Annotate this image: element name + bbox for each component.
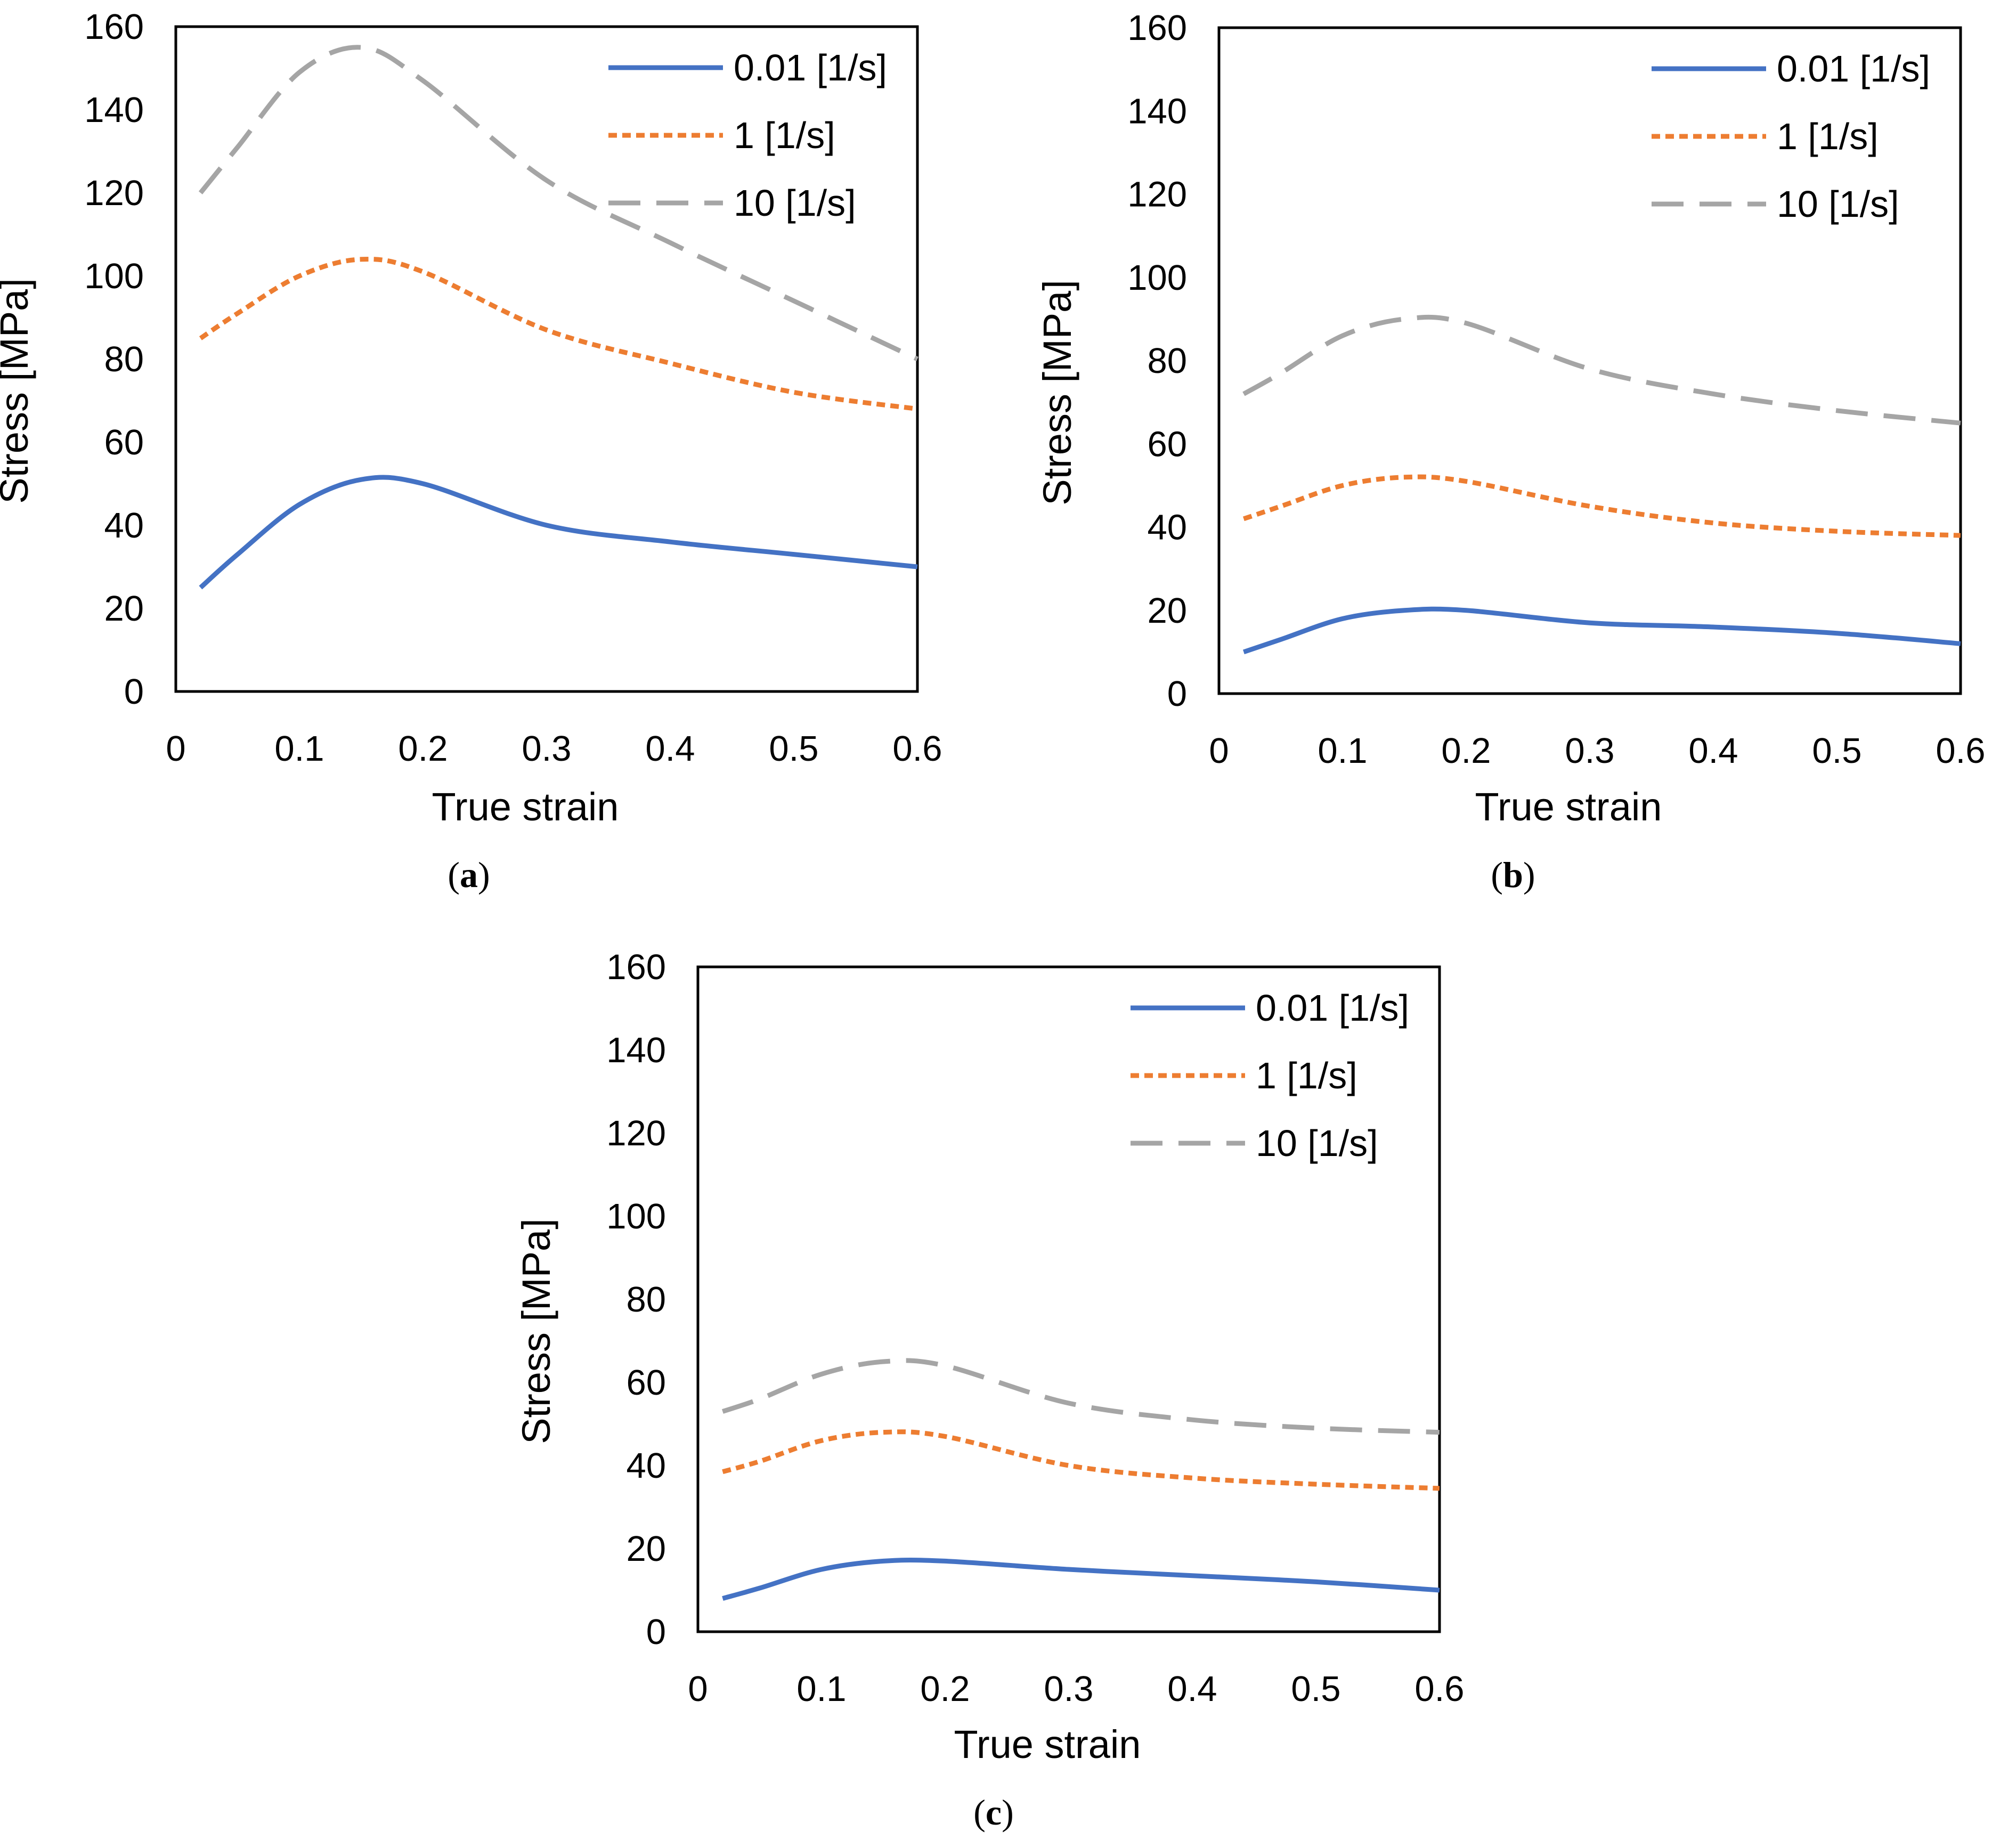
y-tick-label: 120 xyxy=(1127,175,1187,215)
x-tick-label: 0.5 xyxy=(769,729,818,769)
series-line-rate-10 xyxy=(198,45,918,362)
x-tick-label: 0.3 xyxy=(522,729,571,769)
y-tick-label: 60 xyxy=(626,1363,666,1403)
y-tick-label: 40 xyxy=(104,506,144,546)
series-line-rate-1 xyxy=(1242,474,1961,538)
y-tick-label: 160 xyxy=(84,7,144,47)
y-tick-label: 40 xyxy=(1147,508,1187,548)
y-tick-label: 140 xyxy=(606,1030,666,1070)
y-axis-title: Stress [MPa] xyxy=(1035,280,1079,506)
y-tick-label: 0 xyxy=(646,1612,666,1652)
panel-label: (b) xyxy=(1491,854,1535,895)
y-tick-label: 100 xyxy=(606,1196,666,1236)
x-tick-label: 0.1 xyxy=(1318,731,1367,771)
series-line-rate-001 xyxy=(1242,606,1961,655)
series-line-rate-1 xyxy=(722,1429,1440,1491)
y-tick-label: 160 xyxy=(606,947,666,987)
chart-panel-b: 0 20 40 60 80 100 120 140 160 0 0.1 0.2 0.3 0.4 0.5 0.6… xyxy=(1035,8,1986,895)
plot-area-frame xyxy=(1217,26,1962,695)
x-tick-label: 0.2 xyxy=(398,729,448,769)
x-tick-label: 0.6 xyxy=(1936,731,1985,771)
series-line-rate-1 xyxy=(199,257,918,412)
y-tick-label: 80 xyxy=(1147,341,1187,381)
y-tick-label: 60 xyxy=(104,422,144,462)
y-tick-label: 160 xyxy=(1127,8,1187,48)
x-tick-label: 0.4 xyxy=(1167,1669,1217,1709)
x-tick-label: 0.4 xyxy=(1688,731,1738,771)
y-tick-label: 120 xyxy=(84,173,144,213)
x-axis-title: True strain xyxy=(432,785,619,829)
y-tick-label: 20 xyxy=(626,1529,666,1569)
y-tick-label: 140 xyxy=(1127,91,1187,131)
x-tick-label: 0.6 xyxy=(1414,1669,1464,1709)
y-axis-title: Stress [MPa] xyxy=(514,1218,558,1444)
x-tick-label: 0.5 xyxy=(1812,731,1861,771)
series-line-rate-10 xyxy=(721,1358,1440,1435)
x-tick-label: 0.1 xyxy=(796,1669,846,1709)
legend-label-rate-10: 10 [1/s] xyxy=(1777,183,1899,225)
y-axis-title: Stress [MPa] xyxy=(0,278,36,504)
legend-label-rate-001: 0.01 [1/s] xyxy=(734,47,887,88)
y-tick-label: 20 xyxy=(1147,591,1187,631)
x-axis-title: True strain xyxy=(1475,785,1662,829)
x-tick-label: 0.6 xyxy=(892,729,942,769)
y-tick-label: 80 xyxy=(626,1280,666,1320)
legend-label-rate-10: 10 [1/s] xyxy=(1256,1122,1378,1164)
legend-label-rate-001: 0.01 [1/s] xyxy=(1777,48,1930,89)
y-tick-label: 100 xyxy=(84,256,144,296)
x-tick-label: 0.1 xyxy=(274,729,324,769)
y-tick-label: 80 xyxy=(104,339,144,379)
x-axis-title: True strain xyxy=(954,1722,1141,1766)
legend-label-rate-1: 1 [1/s] xyxy=(734,115,835,156)
x-tick-label: 0.2 xyxy=(920,1669,970,1709)
y-tick-label: 120 xyxy=(606,1113,666,1153)
x-tick-label: 0.5 xyxy=(1291,1669,1340,1709)
legend-label-rate-1: 1 [1/s] xyxy=(1256,1055,1357,1096)
y-tick-label: 140 xyxy=(84,90,144,130)
x-tick-label: 0 xyxy=(166,729,185,769)
chart-panel-a: 0 20 40 60 80 100 120 140 160 0 0.1 0.2 0.3 0.4 0.5 0.6… xyxy=(0,7,942,895)
series-line-rate-001 xyxy=(722,1557,1440,1601)
legend-label-rate-1: 1 [1/s] xyxy=(1777,116,1879,157)
x-tick-label: 0 xyxy=(1209,731,1229,771)
y-tick-label: 0 xyxy=(124,672,144,712)
x-tick-label: 0.3 xyxy=(1565,731,1614,771)
series-line-rate-001 xyxy=(199,475,918,590)
x-tick-label: 0 xyxy=(688,1669,708,1709)
plot-area-frame xyxy=(696,965,1441,1633)
y-tick-label: 40 xyxy=(626,1446,666,1486)
panel-label: (a) xyxy=(448,854,490,895)
series-line-rate-10 xyxy=(1242,314,1961,426)
legend-label-rate-10: 10 [1/s] xyxy=(734,182,856,224)
y-tick-label: 0 xyxy=(1167,674,1187,714)
y-tick-label: 100 xyxy=(1127,258,1187,298)
x-tick-label: 0.2 xyxy=(1441,731,1491,771)
chart-panel-c: 0 20 40 60 80 100 120 140 160 0 0.1 0.2 0.3 0.4 0.5 0.6… xyxy=(514,947,1465,1833)
x-tick-label: 0.3 xyxy=(1044,1669,1093,1709)
legend-label-rate-001: 0.01 [1/s] xyxy=(1256,987,1409,1029)
y-tick-label: 60 xyxy=(1147,424,1187,464)
x-tick-label: 0.4 xyxy=(645,729,695,769)
y-tick-label: 20 xyxy=(104,589,144,629)
panel-label: (c) xyxy=(973,1792,1014,1833)
